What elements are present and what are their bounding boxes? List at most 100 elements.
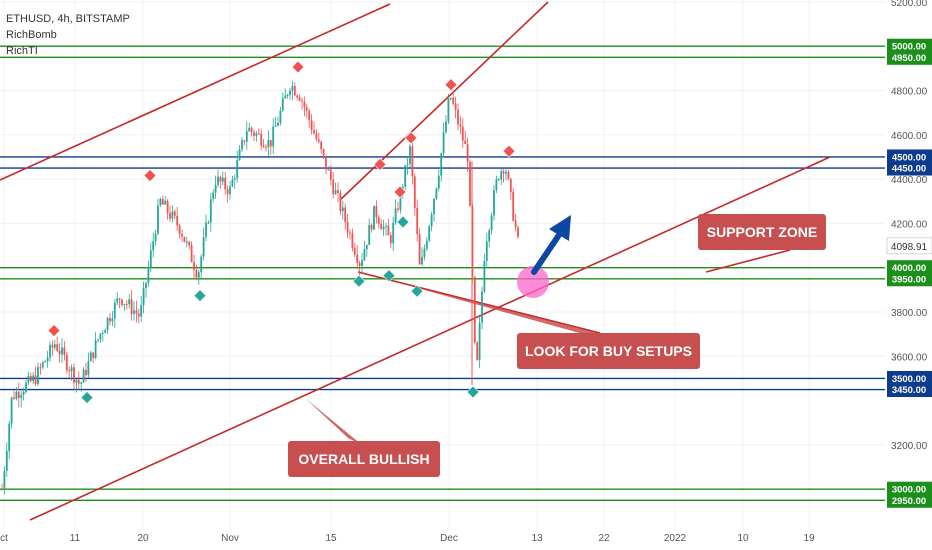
candle-body xyxy=(320,141,323,150)
candle-body xyxy=(87,361,90,376)
candle-body xyxy=(89,352,92,362)
swing-marker xyxy=(373,158,387,171)
candle-body xyxy=(27,376,30,383)
horizontal-levels xyxy=(0,45,885,501)
candle-body xyxy=(493,190,495,216)
candle-body xyxy=(279,110,282,123)
level-tag xyxy=(887,271,932,287)
candle-body xyxy=(500,171,503,180)
candle-body xyxy=(13,397,15,399)
candle-body xyxy=(32,375,35,381)
candle-body xyxy=(497,179,500,181)
candle-body xyxy=(133,310,135,314)
candle-body xyxy=(195,269,198,278)
candle-body xyxy=(495,179,498,191)
time-axis[interactable]: ct 11 20 Nov 15 Dec 13 22 2022 10 19 xyxy=(0,530,885,550)
trend-line xyxy=(0,3,391,181)
candle-body xyxy=(361,260,363,267)
candle-body xyxy=(284,95,287,99)
candle-body xyxy=(63,347,66,355)
candle-body xyxy=(399,189,402,210)
level-tag-label: 4450.00 xyxy=(892,164,926,175)
candle-body xyxy=(406,164,409,166)
candle-body xyxy=(145,282,147,289)
candle-body xyxy=(236,159,239,179)
swing-marker xyxy=(396,215,410,229)
candle-body xyxy=(416,207,419,235)
candle-body xyxy=(317,139,320,142)
time-tick-label: ct xyxy=(0,533,8,544)
candle-body xyxy=(149,250,152,268)
time-tick-label: 19 xyxy=(803,533,815,544)
candle-body xyxy=(413,176,416,208)
candle-body xyxy=(445,121,447,133)
candle-body xyxy=(241,140,243,150)
time-tick-label: 2022 xyxy=(664,533,687,544)
candle-body xyxy=(303,101,306,108)
candle-body xyxy=(478,322,481,360)
swing-markers xyxy=(47,60,516,404)
candle-body xyxy=(219,176,222,182)
candle-body xyxy=(385,225,387,227)
candle-body xyxy=(176,215,179,226)
grid xyxy=(0,0,885,530)
candle-body xyxy=(125,303,128,305)
candle-body xyxy=(22,392,25,395)
trend-line xyxy=(29,156,831,521)
up-arrow xyxy=(531,229,564,275)
candle-body xyxy=(159,199,162,206)
candle-body xyxy=(430,214,433,227)
candle-body xyxy=(339,192,342,212)
callout-box xyxy=(698,214,826,250)
candle-body xyxy=(394,208,397,223)
price-axis[interactable]: 5200.00 4800.00 4600.00 4400.00 4200.00 3800.… xyxy=(885,0,932,550)
candle-body xyxy=(454,103,457,110)
candle-body xyxy=(291,86,294,91)
level-tag-label: 3950.00 xyxy=(892,274,926,285)
up-arrow-head xyxy=(549,215,571,241)
candle-body xyxy=(274,125,277,127)
callout-box xyxy=(517,333,700,369)
candle-body xyxy=(5,451,8,471)
candle-body xyxy=(267,139,270,148)
candle-body xyxy=(305,107,308,111)
candle-body xyxy=(296,95,299,98)
candle-body xyxy=(53,344,56,348)
candle-body xyxy=(272,126,275,147)
candle-body xyxy=(341,207,344,212)
last-price-tag xyxy=(886,237,932,255)
price-tick-label: 4200.00 xyxy=(891,219,928,230)
candle-body xyxy=(116,298,119,303)
annotations: SUPPORT ZONE LOOK FOR BUY SETUPS OVERALL B… xyxy=(288,214,826,477)
price-tick-label: 4400.00 xyxy=(891,175,928,186)
candle-body xyxy=(301,100,303,102)
candle-body xyxy=(332,179,335,195)
candle-body xyxy=(315,133,318,140)
candle-body xyxy=(411,146,414,177)
candle-body xyxy=(245,131,248,142)
candle-body xyxy=(61,347,63,355)
candle-body xyxy=(205,222,207,237)
candle-body xyxy=(418,234,421,265)
candle-body xyxy=(505,171,507,174)
level-tag-label: 4500.00 xyxy=(892,152,926,163)
candle-body xyxy=(327,169,330,171)
candle-body xyxy=(435,188,438,199)
candle-body xyxy=(517,227,519,237)
time-tick-label: 10 xyxy=(737,533,749,544)
candle-body xyxy=(147,267,150,283)
time-tick-label: 11 xyxy=(70,533,81,544)
candle-body xyxy=(233,178,236,180)
swing-marker xyxy=(352,274,366,288)
candle-body xyxy=(377,217,380,224)
candle-body xyxy=(488,230,491,242)
candle-body xyxy=(269,139,272,147)
candle-body xyxy=(106,317,109,330)
candle-body xyxy=(229,186,231,195)
candle-body xyxy=(58,350,61,355)
swing-marker xyxy=(382,269,396,283)
candle-body xyxy=(423,248,426,257)
swing-marker xyxy=(47,324,61,338)
